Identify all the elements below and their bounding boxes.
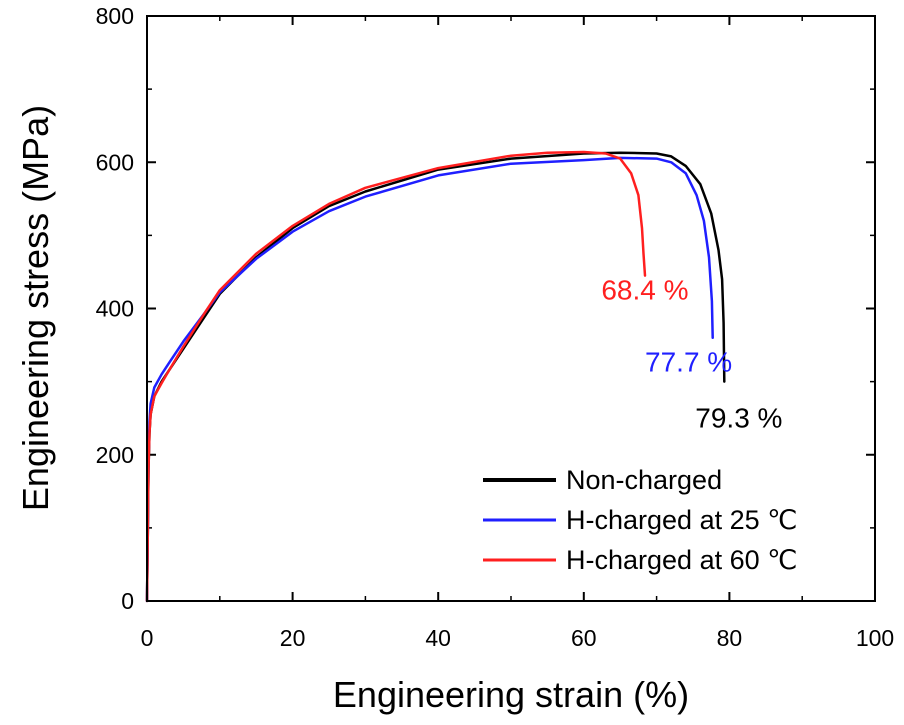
x-tick-label: 80 [717, 625, 743, 651]
series-line-1 [145, 156, 714, 603]
ticks-layer: 0 20 40 60 80 100 0 200 400 600 800 [96, 3, 895, 651]
elongation-annotation: 79.3 % [695, 403, 782, 434]
x-tick-label: 20 [280, 625, 306, 651]
legend-label-0: Non-charged [566, 465, 722, 495]
x-tick-label: 100 [856, 625, 894, 651]
series-line-2 [145, 150, 647, 603]
y-axis-title: Engineering stress (MPa) [15, 105, 56, 511]
x-axis-title: Engineering strain (%) [333, 674, 689, 715]
x-tick-label: 0 [141, 625, 154, 651]
annotation-layer: 68.4 % 77.7 % 79.3 % [601, 275, 782, 434]
y-tick-label: 800 [96, 3, 134, 29]
legend: Non-charged H-charged at 25 ℃ H-charged at… [483, 465, 797, 575]
y-tick-label: 200 [96, 442, 134, 468]
y-tick-label: 400 [96, 296, 134, 322]
x-tick-label: 60 [571, 625, 597, 651]
y-tick-label: 0 [121, 588, 134, 614]
y-tick-label: 600 [96, 149, 134, 175]
plot-frame [146, 15, 876, 602]
legend-label-2: H-charged at 60 ℃ [566, 545, 797, 575]
legend-label-1: H-charged at 25 ℃ [566, 505, 797, 535]
elongation-annotation: 77.7 % [645, 346, 732, 377]
elongation-annotation: 68.4 % [601, 275, 688, 306]
series-layer [145, 150, 726, 603]
x-tick-label: 40 [425, 625, 451, 651]
